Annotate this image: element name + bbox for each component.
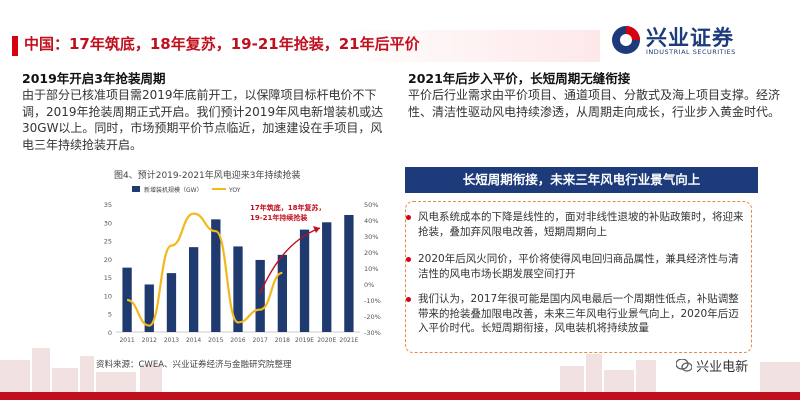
y-tick-right: -30% (364, 329, 381, 337)
bullet-text: 风电系统成本的下降是线性的，面对非线性退坡的补贴政策时，将迎来抢装，叠加弃风限电… (418, 211, 744, 238)
chart-bar (122, 267, 132, 332)
legend-label-line: YOY (228, 187, 241, 194)
y-tick-left: 15 (104, 274, 112, 282)
x-tick-label: 2021E (339, 337, 358, 344)
chart-annotation: 19-21年持续抢装 (250, 213, 307, 222)
y-tick-left: 0 (108, 329, 112, 337)
chart-bar (233, 246, 243, 332)
chart-bar (188, 247, 199, 332)
right-body: 平价后行业需求由平价项目、通道项目、分散式及海上项目支撑。经济性、清洁性驱动风电… (408, 88, 781, 119)
x-tick-label: 2012 (142, 337, 157, 344)
wechat-icon (675, 358, 693, 372)
y-tick-left: 35 (104, 201, 112, 209)
chart-bar (277, 254, 288, 332)
y-tick-left: 5 (108, 311, 112, 319)
x-tick-label: 2013 (164, 337, 179, 344)
legend-label-bar: 新增装机规模（GW） (144, 186, 203, 194)
bottom-accent-bar (0, 392, 800, 400)
left-heading: 2019年开启3年抢装周期 (22, 71, 166, 86)
x-tick-label: 2017 (253, 337, 268, 344)
company-logo: 兴业证券 INDUSTRIAL SECURITIES (610, 22, 790, 62)
y-tick-left: 30 (104, 219, 112, 227)
left-body: 由于部分已核准项目需2019年底前开工，以保障项目标杆电价不下调，2019年抢装… (22, 88, 384, 152)
annotation-arrow (259, 227, 321, 295)
page-title: 中国：17年筑底，18年复苏，19-21年抢装，21年后平价 (24, 35, 420, 53)
y-tick-right: 30% (364, 233, 378, 241)
y-tick-right: -10% (364, 297, 381, 305)
bullet-dot-icon (406, 257, 411, 262)
bullet-dot-icon (406, 297, 411, 302)
bullet-text: 2020年后风火同价，平价将使得风电回归商品属性，兼具经济性与清洁性的风电市场长… (418, 253, 739, 280)
x-tick-label: 2014 (186, 337, 201, 344)
bullet-item: 2020年后风火同价，平价将使得风电回归商品属性，兼具经济性与清洁性的风电市场长… (406, 252, 748, 281)
x-tick-label: 2019E (295, 337, 314, 344)
logo-subtitle: INDUSTRIAL SECURITIES (646, 48, 736, 56)
bullet-item: 我们认为，2017年很可能是国内风电最后一个周期性低点，补贴调整带来的抢装叠加限… (406, 292, 748, 336)
x-tick-label: 2018 (275, 337, 290, 344)
right-heading: 2021年后步入平价，长短周期无缝衔接 (408, 71, 631, 86)
chart-bar (299, 229, 310, 332)
y-tick-left: 10 (104, 292, 112, 300)
yoy-line (126, 212, 283, 327)
annotation-arrowhead (313, 226, 320, 233)
chart-bar (166, 273, 177, 332)
chart-bar (211, 219, 221, 332)
logo-emblem-icon (612, 26, 640, 54)
y-tick-right: 50% (364, 201, 378, 209)
source-note: 资料来源：CWEA、兴业证券经济与金融研究院整理 (96, 360, 292, 370)
summary-banner: 长短周期衔接，未来三年风电行业景气向上 (405, 167, 758, 193)
watermark-text: 兴业电新 (696, 360, 749, 375)
chart-bar (144, 284, 154, 332)
logo-text: 兴业证券 (646, 26, 734, 50)
y-tick-left: 25 (104, 238, 112, 246)
x-tick-label: 2020E (317, 337, 336, 344)
figure-caption: 图4、预计2019-2021年风电迎来3年持续抢装 (114, 171, 301, 181)
y-tick-right: 0% (364, 281, 374, 289)
wechat-watermark: 兴业电新 (675, 356, 749, 375)
chart-bar (322, 222, 332, 332)
title-accent-mark (12, 36, 18, 56)
title-bar (0, 30, 600, 62)
x-tick-label: 2015 (208, 337, 223, 344)
chart-annotation: 17年筑底，18年复苏， (250, 203, 325, 212)
y-tick-right: -20% (364, 313, 381, 321)
installation-chart: 0 5 10 15 20 25 30 35 -30% -20% -10% 0% 10% 20% 30% 40%… (104, 186, 381, 344)
chart-bar (255, 259, 265, 332)
y-tick-left: 20 (104, 256, 112, 264)
bullet-item: 风电系统成本的下降是线性的，面对非线性退坡的补贴政策时，将迎来抢装，叠加弃风限电… (406, 210, 748, 239)
y-tick-right: 40% (364, 217, 378, 225)
bullet-text: 我们认为，2017年很可能是国内风电最后一个周期性低点，补贴调整带来的抢装叠加限… (418, 293, 739, 334)
y-tick-right: 20% (364, 249, 378, 257)
x-tick-label: 2011 (119, 337, 134, 344)
x-tick-label: 2016 (230, 337, 245, 344)
bullet-dot-icon (406, 215, 411, 220)
chart-bar (344, 214, 354, 332)
y-tick-right: 10% (364, 265, 378, 273)
bullet-box (405, 201, 752, 353)
legend-swatch-bar (132, 186, 140, 192)
